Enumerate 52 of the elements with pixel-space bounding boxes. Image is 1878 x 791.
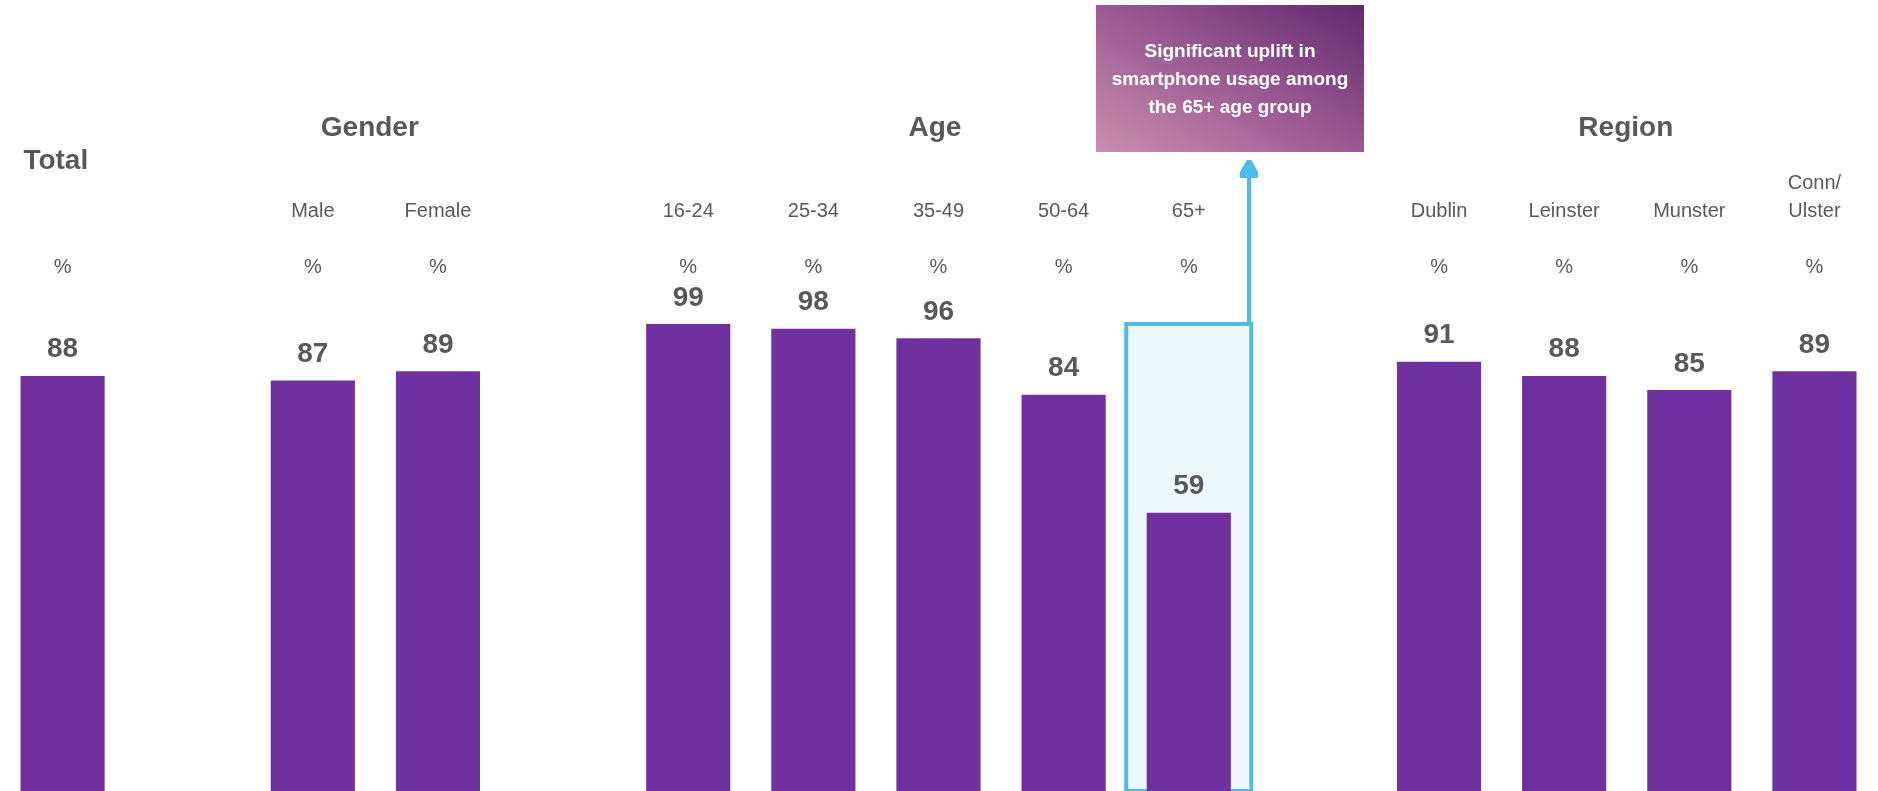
y-axis-title: % [53,255,72,277]
text: Gender [320,110,419,142]
bar [1772,371,1857,791]
text: % [929,255,948,277]
bar [1146,512,1231,791]
data-label: 96 [922,294,955,326]
data-label: 89 [422,327,454,359]
x-tick-label: Male [291,199,335,221]
data-label: 89 [1798,327,1831,359]
bar [395,371,481,791]
text: % [429,255,447,277]
bar [1522,375,1607,791]
text: % [1179,255,1198,277]
x-tick-label: Dublin [1410,199,1468,221]
text: Age [908,110,962,142]
data-label: 87 [297,337,329,369]
text: % [1430,255,1448,277]
text: % [1805,255,1824,277]
bar [771,328,856,791]
bar [646,324,731,791]
bar [896,338,981,791]
x-tick-label: 65+ [1171,199,1206,221]
x-tick-label: 35-49 [912,199,965,221]
x-tick-label: 25-34 [787,199,839,221]
bar [270,380,355,791]
bar [1021,394,1106,791]
bar [1396,361,1482,791]
text: Total [23,143,89,175]
text: Region [1578,110,1674,142]
x-tick-label: Leinster [1528,199,1601,221]
data-label: 84 [1048,351,1080,383]
text: % [679,255,698,277]
data-label: 88 [46,332,79,364]
data-label: 85 [1673,346,1705,378]
text: % [1680,255,1699,277]
x-tick-label: 50-64 [1038,199,1090,221]
x-tick-label: Munster [1653,199,1726,221]
text: % [804,255,823,277]
text: % [303,255,322,277]
x-tick-label: Female [404,199,472,221]
bar [1647,390,1732,791]
data-label: 99 [672,280,704,312]
text: % [1555,255,1574,277]
data-label: 59 [1173,469,1205,501]
data-label: 88 [1548,332,1580,364]
x-tick-label: 16-24 [662,199,714,221]
x-tick-label: Conn/ Ulster [1787,171,1842,221]
callout-box: Significant uplift in smartphone usage among the 65+ age group [1096,5,1364,152]
bar [20,375,105,791]
data-label: 98 [797,285,829,317]
data-label: 91 [1423,318,1455,350]
text: % [1054,255,1073,277]
